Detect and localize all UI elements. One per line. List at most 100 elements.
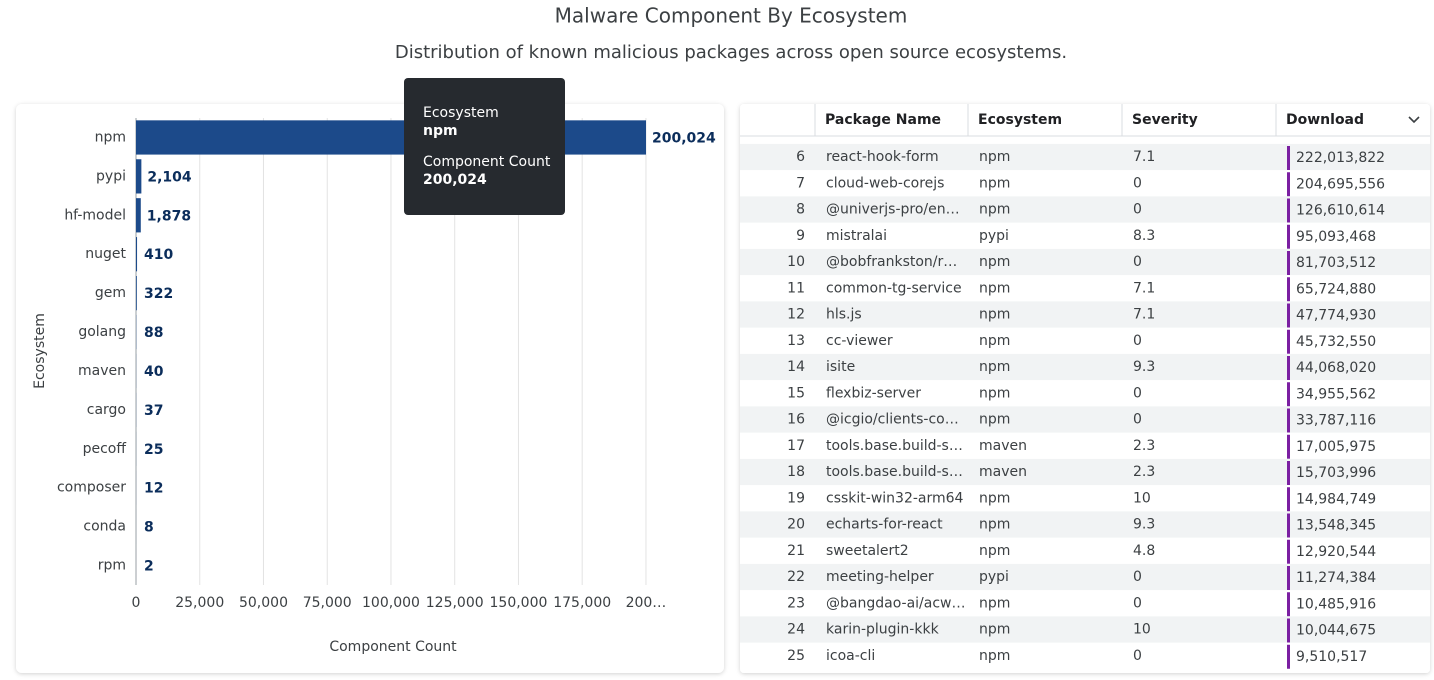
package-name: cloud-web-corejs <box>826 175 944 191</box>
y-tick-label: cargo <box>87 402 126 418</box>
row-stripe <box>740 196 1430 223</box>
bar-value-label: 37 <box>144 403 163 419</box>
x-tick-label: 50,000 <box>239 595 288 611</box>
bar-value-label: 2 <box>144 559 154 575</box>
row-rank: 14 <box>787 359 805 375</box>
sort-chevron[interactable] <box>1408 116 1420 124</box>
package-name: flexbiz-server <box>826 385 921 401</box>
table: Package Name Ecosystem Severity Download 6 re… <box>740 104 1430 669</box>
severity: 7.1 <box>1133 149 1155 165</box>
ecosystem: npm <box>979 595 1010 611</box>
row-rank: 9 <box>796 228 805 244</box>
tooltip-label: Ecosystem <box>423 105 499 121</box>
download: 17,005,975 <box>1296 439 1376 455</box>
package-name: @icgio/clients-co… <box>826 412 959 428</box>
ecosystem: pypi <box>979 228 1009 244</box>
package-name: common-tg-service <box>826 280 962 296</box>
bar <box>136 159 142 194</box>
severity: 10 <box>1133 490 1151 506</box>
download-bar <box>1287 539 1290 564</box>
severity: 2.3 <box>1133 464 1155 480</box>
download: 10,044,675 <box>1296 623 1376 639</box>
download: 81,703,512 <box>1296 255 1376 271</box>
row-stripe <box>740 143 1430 171</box>
y-tick-label: maven <box>78 363 126 379</box>
package-name: @bobfrankston/r… <box>826 254 957 270</box>
chart-card <box>16 104 724 673</box>
download: 47,774,930 <box>1296 308 1376 324</box>
ecosystem: npm <box>979 175 1010 191</box>
download: 11,274,384 <box>1296 570 1376 586</box>
page-title: Malware Component By Ecosystem <box>555 4 908 28</box>
bar <box>136 276 137 311</box>
download-bar <box>1287 382 1290 407</box>
y-tick-label: conda <box>83 519 126 535</box>
severity: 0 <box>1133 648 1142 664</box>
ecosystem: maven <box>979 438 1027 454</box>
package-name: echarts-for-react <box>826 517 943 533</box>
package-name: sweetalert2 <box>826 543 909 559</box>
package-name: react-hook-form <box>826 149 939 165</box>
ecosystem: npm <box>979 149 1010 165</box>
row-rank: 6 <box>796 149 805 165</box>
row-stripe <box>740 563 1430 591</box>
ecosystem: npm <box>979 517 1010 533</box>
y-tick-label: rpm <box>98 558 126 574</box>
ecosystem: npm <box>979 280 1010 296</box>
ecosystem: npm <box>979 333 1010 349</box>
x-tick-label: 0 <box>132 595 141 611</box>
tooltip: Ecosystem npm Component Count 200,024 <box>404 78 565 215</box>
row-rank: 19 <box>787 490 805 506</box>
row-stripe <box>740 248 1430 276</box>
y-axis-label: Ecosystem <box>32 313 48 389</box>
download: 65,724,880 <box>1296 281 1376 297</box>
download-bar <box>1287 461 1290 485</box>
x-tick-label: 175,000 <box>553 595 611 611</box>
row-stripe <box>740 616 1430 643</box>
download: 34,955,562 <box>1296 386 1376 402</box>
severity: 0 <box>1133 385 1142 401</box>
download-bar <box>1287 592 1290 617</box>
severity: 10 <box>1133 622 1151 638</box>
download-bar <box>1287 224 1290 249</box>
y-tick-label: gem <box>95 285 126 301</box>
ecosystem: npm <box>979 359 1010 375</box>
y-tick-label: composer <box>57 480 126 496</box>
column-header[interactable]: Ecosystem <box>978 112 1062 128</box>
column-header[interactable]: Severity <box>1132 112 1198 128</box>
bar-value-label: 88 <box>144 325 163 341</box>
download-bar <box>1287 277 1290 302</box>
y-tick-label: golang <box>78 324 126 340</box>
row-stripe <box>740 353 1430 381</box>
severity: 0 <box>1133 202 1142 218</box>
severity: 8.3 <box>1133 228 1155 244</box>
column-header[interactable]: Download <box>1286 112 1364 128</box>
download: 45,732,550 <box>1296 334 1376 350</box>
x-tick-label: 75,000 <box>303 595 352 611</box>
ecosystem: maven <box>979 464 1027 480</box>
download-bar <box>1287 618 1290 643</box>
row-rank: 22 <box>787 569 805 585</box>
row-rank: 8 <box>796 202 805 218</box>
download-bar <box>1287 172 1290 197</box>
bar <box>136 237 138 272</box>
bar-value-label: 25 <box>144 442 163 458</box>
download-bar <box>1287 566 1290 590</box>
severity: 7.1 <box>1133 280 1155 296</box>
download-bar <box>1287 329 1290 354</box>
download: 12,920,544 <box>1296 544 1376 560</box>
ecosystem: npm <box>979 412 1010 428</box>
row-rank: 23 <box>787 595 805 611</box>
package-name: @univerjs-pro/en… <box>826 202 960 218</box>
x-tick-label: 200… <box>626 595 667 611</box>
package-name: mistralai <box>826 228 887 244</box>
download-bar <box>1287 644 1290 669</box>
column-header[interactable]: Package Name <box>825 112 941 128</box>
package-name: @bangdao-ai/acw… <box>826 595 965 611</box>
chart: 0 25,000 50,000 75,000 100,000 125,000 150,000… <box>32 118 716 655</box>
download: 15,703,996 <box>1296 465 1376 481</box>
row-rank: 12 <box>787 307 805 323</box>
download: 44,068,020 <box>1296 360 1376 376</box>
row-stripe <box>740 458 1430 486</box>
